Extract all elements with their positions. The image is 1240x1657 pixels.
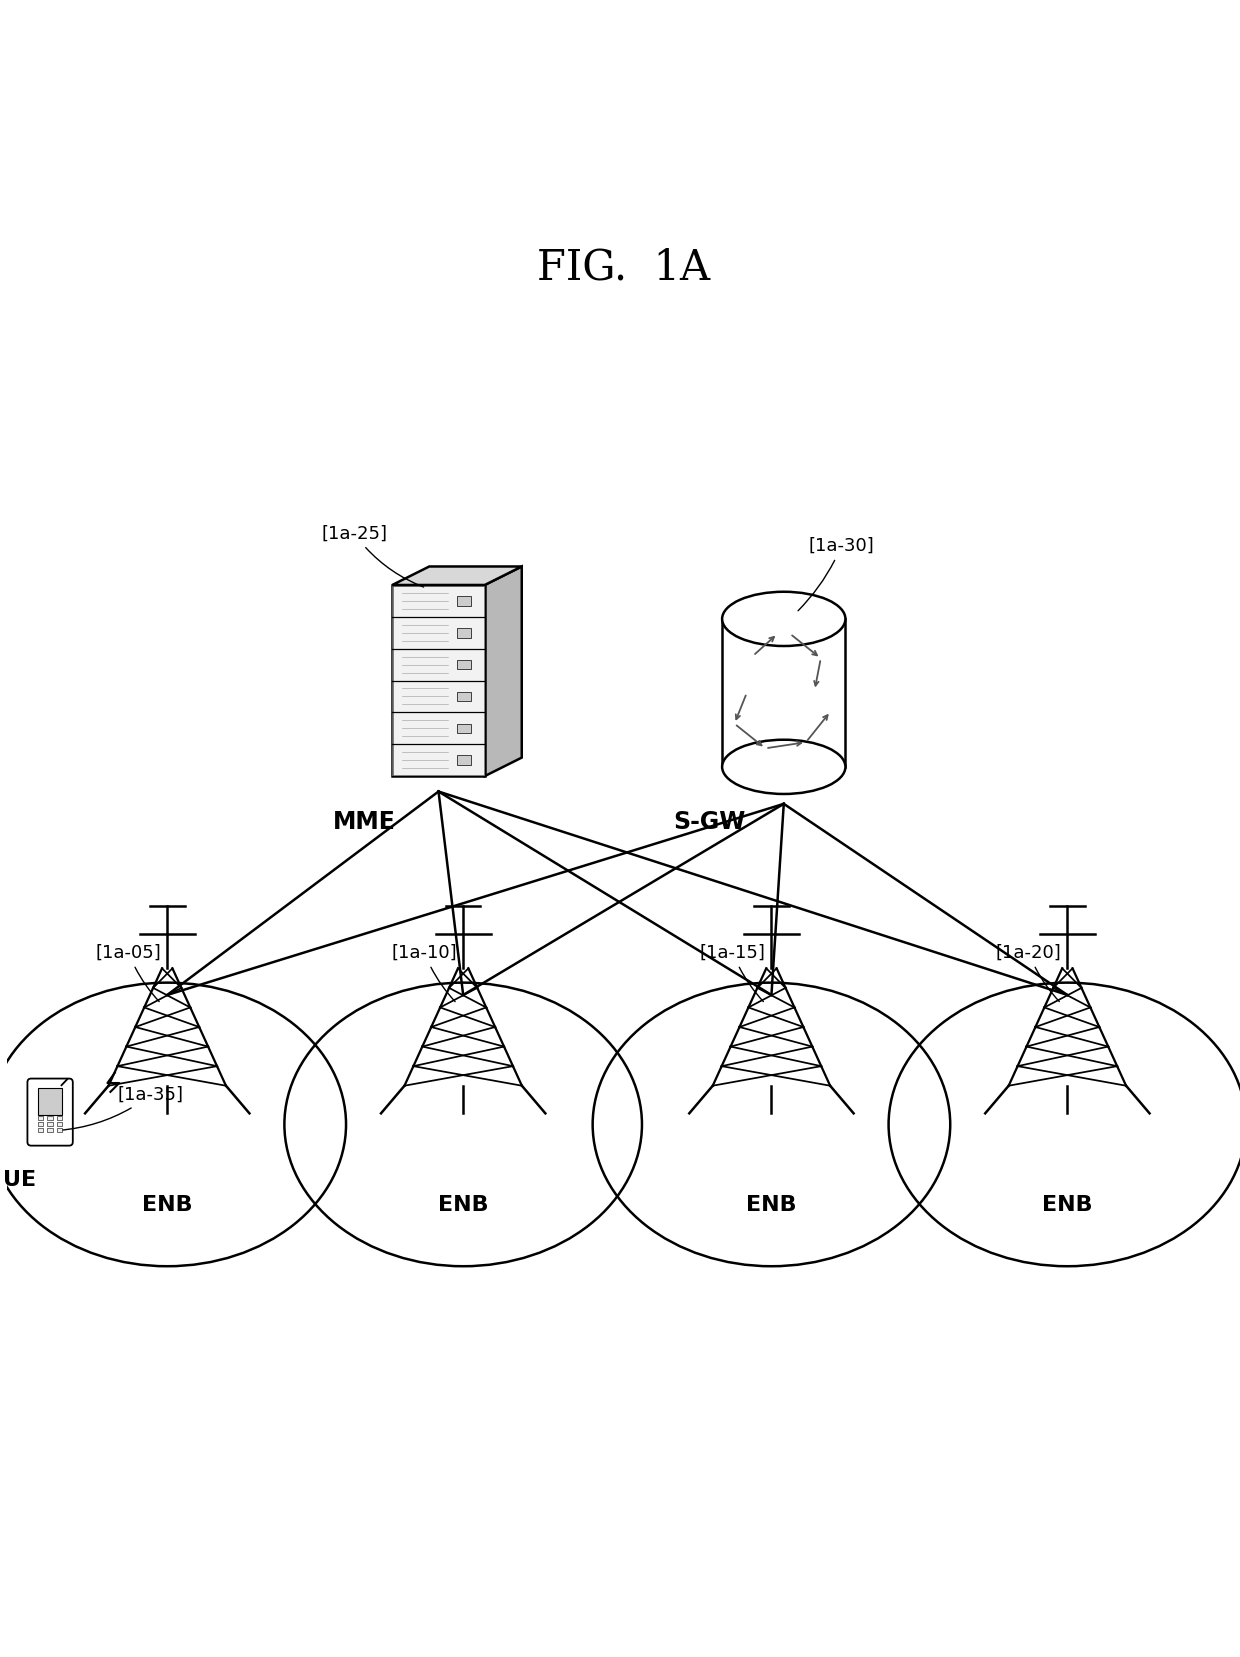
- Text: S-GW: S-GW: [673, 810, 746, 835]
- Bar: [57, 1128, 62, 1132]
- Text: ENB: ENB: [1042, 1195, 1092, 1215]
- Bar: [47, 1117, 53, 1120]
- Text: ENB: ENB: [141, 1195, 192, 1215]
- Text: [1a-35]: [1a-35]: [60, 1085, 184, 1130]
- Text: ENB: ENB: [438, 1195, 489, 1215]
- Text: UE: UE: [2, 1170, 36, 1190]
- Bar: [458, 691, 471, 701]
- Bar: [392, 585, 485, 775]
- Bar: [722, 618, 846, 767]
- Bar: [47, 1122, 53, 1125]
- Bar: [38, 1128, 43, 1132]
- Polygon shape: [392, 567, 522, 585]
- Bar: [458, 756, 471, 766]
- Ellipse shape: [722, 739, 846, 794]
- Text: [1a-30]: [1a-30]: [799, 537, 874, 611]
- Text: [1a-25]: [1a-25]: [321, 525, 424, 587]
- Text: [1a-05]: [1a-05]: [95, 944, 161, 1001]
- Bar: [458, 659, 471, 669]
- Polygon shape: [485, 567, 522, 775]
- Text: [1a-20]: [1a-20]: [996, 944, 1061, 1001]
- Text: MME: MME: [334, 810, 396, 835]
- Bar: [57, 1122, 62, 1125]
- Bar: [38, 1117, 43, 1120]
- Bar: [458, 628, 471, 638]
- Bar: [458, 724, 471, 732]
- Bar: [392, 585, 485, 775]
- Bar: [38, 1122, 43, 1125]
- Text: [1a-10]: [1a-10]: [392, 944, 458, 1001]
- Bar: [37, 1089, 62, 1115]
- Text: [1a-15]: [1a-15]: [699, 944, 766, 1001]
- Text: ENB: ENB: [746, 1195, 797, 1215]
- Text: FIG.  1A: FIG. 1A: [537, 247, 711, 288]
- Ellipse shape: [722, 592, 846, 646]
- Bar: [47, 1128, 53, 1132]
- Bar: [458, 597, 471, 606]
- FancyBboxPatch shape: [27, 1079, 73, 1145]
- Bar: [57, 1117, 62, 1120]
